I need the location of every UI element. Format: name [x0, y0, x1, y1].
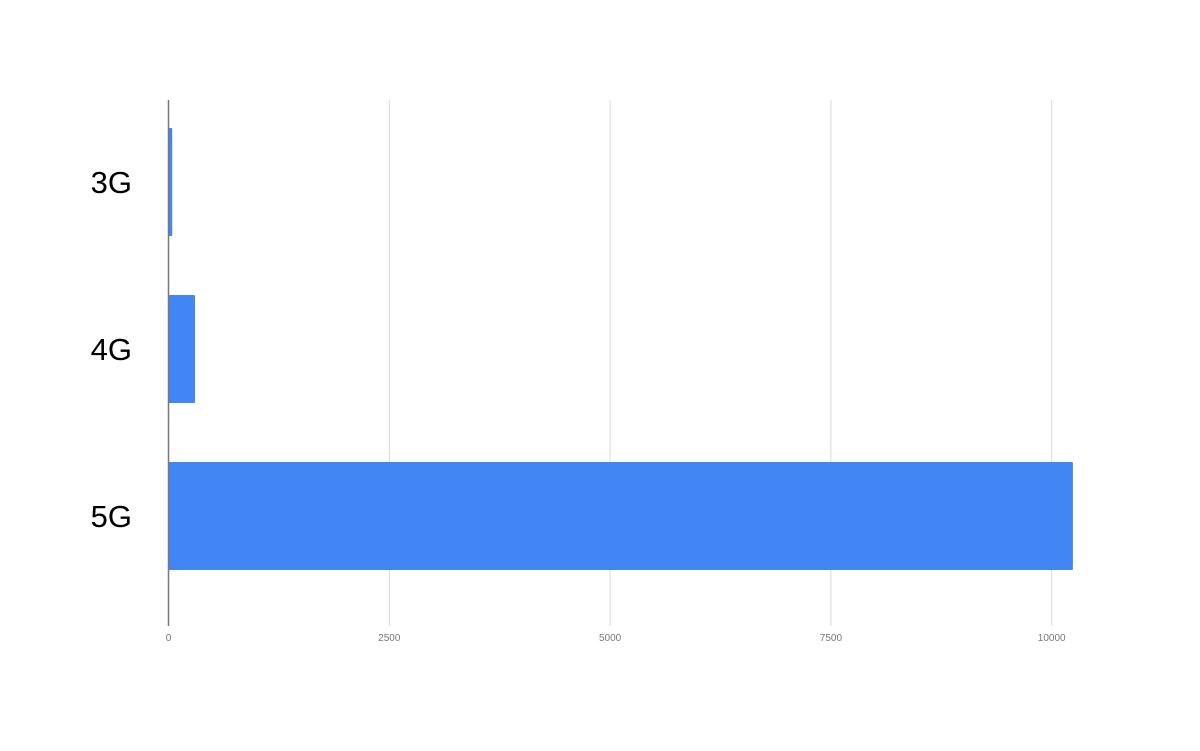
x-tick-label: 5000	[599, 633, 622, 644]
category-label: 5G	[91, 499, 132, 534]
bar-4g	[168, 295, 195, 403]
bars	[168, 128, 1073, 570]
x-tick-label: 0	[166, 633, 172, 644]
category-label: 3G	[91, 165, 132, 200]
bar-5g	[168, 462, 1073, 570]
bar-3g	[168, 128, 173, 236]
category-label: 4G	[91, 332, 132, 367]
x-tick-labels: 0 2500 5000 7500 10000	[166, 633, 1066, 644]
x-tick-label: 2500	[378, 633, 401, 644]
category-labels: 3G 4G 5G	[91, 165, 132, 534]
x-tick-label: 7500	[820, 633, 843, 644]
x-tick-label: 10000	[1038, 633, 1066, 644]
